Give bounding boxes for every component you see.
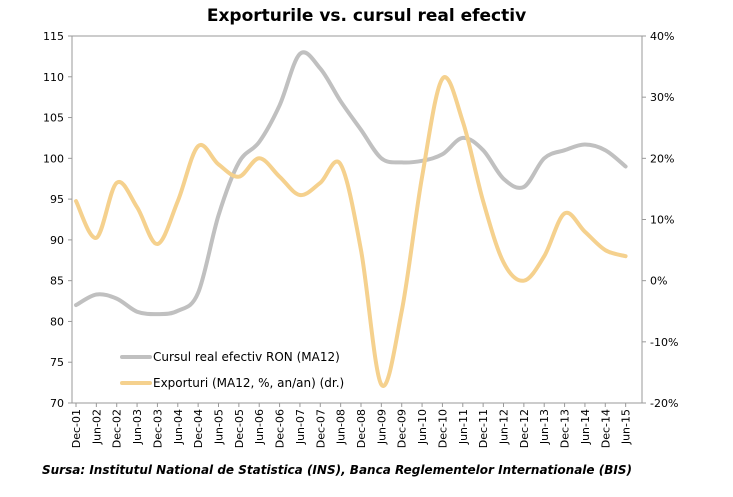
x-tick-label: Jun-14 <box>579 409 592 445</box>
x-tick-label: Jun-08 <box>335 409 348 445</box>
y-left-tick-label: 70 <box>50 397 64 410</box>
x-tick-label: Dec-07 <box>314 409 327 448</box>
y-left-axis: 70 75 80 85 90 95 100 105 110 115 <box>43 30 72 410</box>
x-tick-label: Jun-07 <box>294 409 307 445</box>
y-left-tick-label: 95 <box>50 193 64 206</box>
x-tick-label: Jun-12 <box>498 409 511 445</box>
x-tick-label: Dec-02 <box>111 409 124 448</box>
y-right-tick-label: 10% <box>650 214 674 227</box>
x-tick-label: Dec-05 <box>233 409 246 448</box>
x-tick-label: Dec-08 <box>355 409 368 448</box>
y-right-axis: -20% -10% 0% 10% 20% 30% 40% <box>642 30 678 410</box>
x-tick-label: Jun-02 <box>90 409 103 445</box>
x-tick-label: Jun-15 <box>620 409 633 445</box>
y-left-tick-label: 85 <box>50 275 64 288</box>
y-left-tick-label: 80 <box>50 315 64 328</box>
x-tick-label: Jun-13 <box>538 409 551 445</box>
series-layer <box>74 50 628 388</box>
y-right-tick-label: 30% <box>650 91 674 104</box>
x-tick-label: Jun-03 <box>131 409 144 445</box>
legend: Cursul real efectiv RON (MA12) Exporturi … <box>120 350 344 390</box>
y-right-tick-label: 20% <box>650 152 674 165</box>
x-axis: Dec-01 Jun-02 Dec-02 Jun-03 Dec-03 Jun-04 Dec-… <box>70 403 633 448</box>
x-tick-label: Jun-09 <box>375 409 388 445</box>
x-tick-label: Dec-01 <box>70 409 83 448</box>
x-tick-label: Dec-12 <box>518 409 531 448</box>
series-line-cursul-real <box>74 50 628 317</box>
x-tick-label: Dec-13 <box>559 409 572 448</box>
y-left-tick-label: 115 <box>43 30 64 43</box>
y-left-tick-label: 90 <box>50 234 64 247</box>
y-right-tick-label: -10% <box>650 336 678 349</box>
y-left-tick-label: 105 <box>43 112 64 125</box>
x-tick-label: Jun-04 <box>172 409 185 445</box>
x-tick-label: Dec-04 <box>192 409 205 448</box>
legend-label: Exporturi (MA12, %, an/an) (dr.) <box>153 376 344 390</box>
x-tick-label: Dec-10 <box>436 409 449 448</box>
y-right-tick-label: -20% <box>650 397 678 410</box>
y-left-tick-label: 100 <box>43 152 64 165</box>
x-tick-label: Dec-11 <box>477 409 490 448</box>
chart-title: Exporturile vs. cursul real efectiv <box>206 6 527 26</box>
x-tick-label: Dec-14 <box>599 409 612 448</box>
y-left-tick-label: 75 <box>50 356 64 369</box>
legend-label: Cursul real efectiv RON (MA12) <box>153 350 340 364</box>
source-note: Sursa: Institutul National de Statistica… <box>42 463 632 477</box>
y-left-tick-label: 110 <box>43 71 64 84</box>
x-tick-label: Dec-09 <box>396 409 409 448</box>
series-line-exporturi <box>74 75 628 388</box>
x-tick-label: Jun-11 <box>457 409 470 445</box>
x-tick-label: Dec-03 <box>151 409 164 448</box>
x-tick-label: Dec-06 <box>274 409 287 448</box>
y-right-tick-label: 40% <box>650 30 674 43</box>
y-right-tick-label: 0% <box>650 275 667 288</box>
x-tick-label: Jun-05 <box>213 409 226 445</box>
x-tick-label: Jun-10 <box>416 409 429 445</box>
x-tick-label: Jun-06 <box>253 409 266 445</box>
